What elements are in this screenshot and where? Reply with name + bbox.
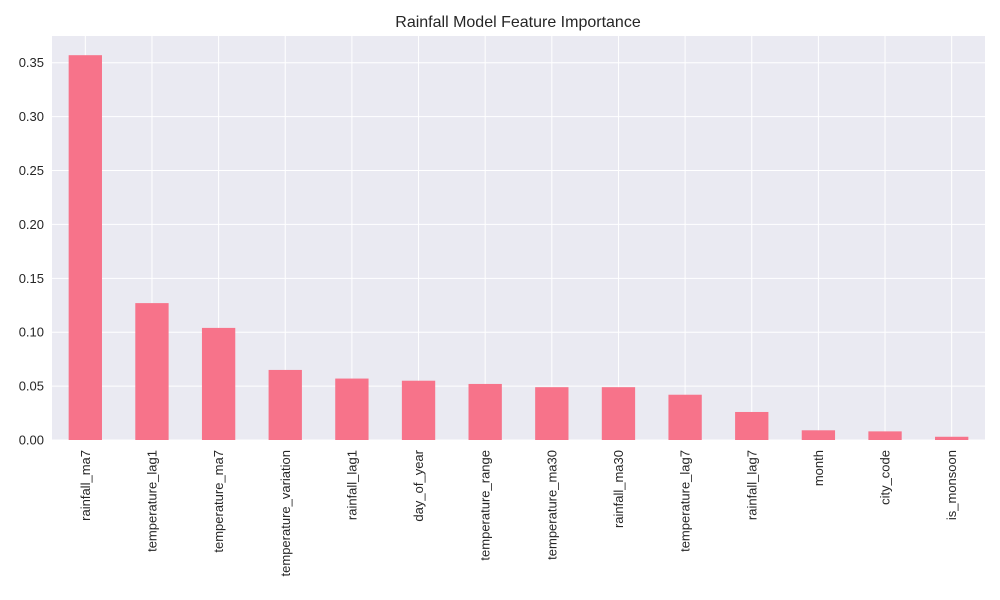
x-tick-label: city_code [878,450,893,505]
bar-rainfall-lag7 [735,411,769,440]
bars [68,55,969,440]
y-tick-label: 0.00 [19,433,44,448]
x-axis-ticks: rainfall_ma7 temperature_lag1 temperature_… [78,449,959,576]
bar-rainfall-ma7 [68,55,102,440]
y-tick-label: 0.15 [19,271,44,286]
bar-city-code [868,431,902,440]
x-tick-label: is_monsoon [944,450,959,520]
x-tick-label: temperature_lag7 [678,450,693,552]
bar-month [801,430,836,440]
x-tick-label: rainfall_lag1 [344,450,359,520]
bar-temperature-lag7 [668,394,702,440]
y-axis-ticks: 0.00 0.05 0.10 0.15 0.20 0.25 0.30 0.35 [19,55,44,447]
x-tick-label: day_of_year [411,449,426,521]
y-tick-label: 0.10 [19,325,44,340]
x-tick-label: temperature_ma7 [211,450,226,553]
y-tick-label: 0.30 [19,109,44,124]
bar-day-of-year [401,380,436,440]
chart-title: Rainfall Model Feature Importance [395,14,641,31]
bar-temperature-variation [268,369,302,440]
y-tick-label: 0.25 [19,163,44,178]
bar-temperature-ma7 [201,327,236,440]
x-tick-label: rainfall_lag7 [744,450,759,520]
bar-temperature-range [468,383,502,440]
y-tick-label: 0.35 [19,55,44,70]
x-tick-label: temperature_lag1 [144,450,159,552]
bar-rainfall-lag1 [335,378,369,440]
bar-is-monsoon [935,436,969,440]
y-tick-label: 0.20 [19,217,44,232]
x-tick-label: temperature_range [478,450,493,561]
x-tick-label: rainfall_ma30 [611,450,626,528]
bar-temperature-ma30 [535,387,569,440]
bar-temperature-lag1 [135,303,169,440]
y-tick-label: 0.05 [19,379,44,394]
x-tick-label: temperature_ma30 [544,450,559,560]
plot-background [52,36,985,440]
grid-lines [52,36,985,441]
bar-rainfall-ma30 [601,387,636,440]
x-tick-label: rainfall_ma7 [78,450,93,521]
x-tick-label: temperature_variation [278,450,293,576]
x-tick-label: month [811,450,826,486]
